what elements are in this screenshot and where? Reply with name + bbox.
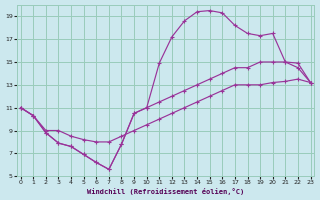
X-axis label: Windchill (Refroidissement éolien,°C): Windchill (Refroidissement éolien,°C) [87, 188, 244, 195]
